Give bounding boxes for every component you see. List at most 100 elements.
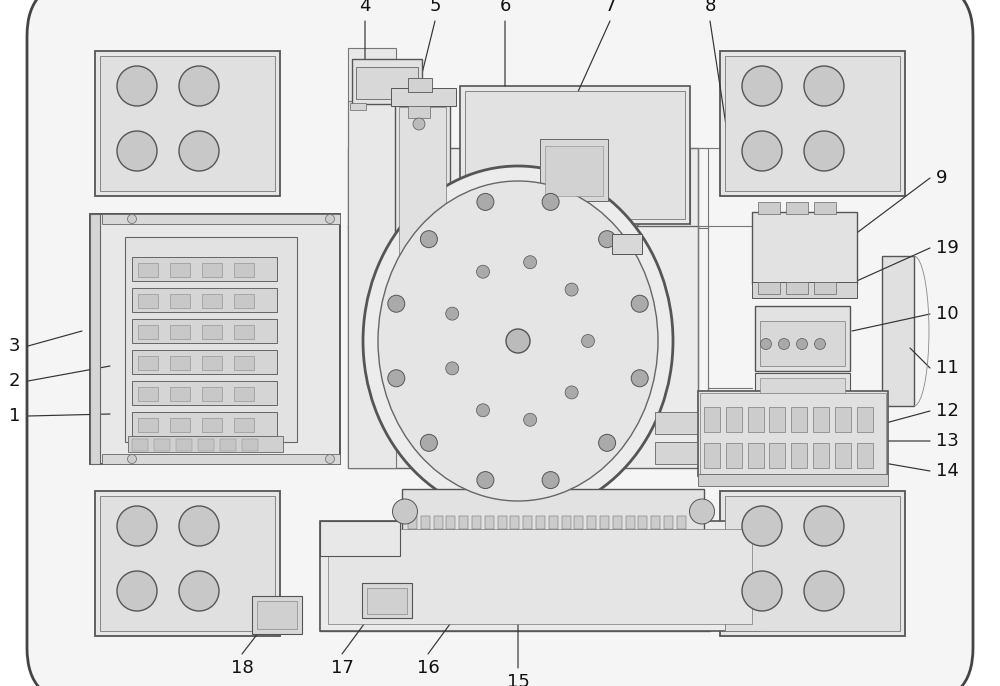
Bar [698,148,708,228]
Bar [362,583,412,618]
Circle shape [326,215,334,224]
Circle shape [690,499,714,524]
Text: 10: 10 [936,305,959,323]
Bar [446,516,455,529]
Circle shape [524,413,537,426]
Bar [102,214,340,224]
Bar [704,443,720,468]
Circle shape [117,131,157,171]
Bar [102,454,340,464]
Circle shape [565,386,578,399]
Bar [170,418,190,432]
FancyBboxPatch shape [27,0,973,686]
Circle shape [128,215,136,224]
Bar [202,418,222,432]
Circle shape [631,370,648,387]
Bar [132,288,277,312]
Bar [626,516,635,529]
Bar [434,516,443,529]
Bar [234,418,254,432]
Bar [612,234,642,254]
Bar [725,496,900,631]
Bar [472,516,481,529]
Circle shape [476,404,489,417]
Circle shape [420,230,437,248]
Circle shape [477,471,494,488]
Circle shape [117,571,157,611]
Bar [132,439,148,451]
Bar [234,294,254,308]
Bar [540,139,608,201]
Bar [125,237,297,442]
Bar [485,516,494,529]
Bar [399,107,446,287]
Circle shape [542,193,559,211]
Text: 16: 16 [417,659,439,677]
Bar [128,436,283,452]
Bar [700,393,886,474]
Bar [132,412,277,436]
Bar [465,91,685,219]
Bar [408,516,417,529]
Text: 7: 7 [604,0,616,15]
Bar [234,263,254,277]
Bar [562,516,571,529]
Bar [587,516,596,529]
Circle shape [117,66,157,106]
Bar [791,443,807,468]
Bar [257,601,297,629]
Bar [523,516,532,529]
Circle shape [814,338,826,349]
Bar [698,226,708,468]
Bar [813,443,829,468]
Bar [170,325,190,339]
Bar [655,412,697,434]
Bar [760,378,845,396]
Circle shape [388,370,405,387]
Ellipse shape [363,166,673,516]
Bar [769,443,785,468]
Bar [350,103,366,110]
Bar [814,202,836,214]
Bar [857,407,873,432]
Bar [664,516,673,529]
Circle shape [326,455,334,464]
Text: 14: 14 [936,462,959,480]
Bar [748,407,764,432]
Bar [170,387,190,401]
Bar [600,516,609,529]
Circle shape [778,338,790,349]
Bar [758,282,780,294]
Bar [234,356,254,370]
Circle shape [477,265,490,279]
Bar [395,103,450,291]
Bar [726,443,742,468]
Bar [100,56,275,191]
Bar [720,491,905,636]
Bar [720,51,905,196]
Circle shape [742,571,782,611]
Bar [138,263,158,277]
Circle shape [742,131,782,171]
Circle shape [742,66,782,106]
Bar [320,521,400,556]
Bar [498,516,507,529]
Bar [786,282,808,294]
Bar [814,282,836,294]
Bar [791,407,807,432]
Circle shape [477,193,494,211]
Bar [613,516,622,529]
Bar [769,407,785,432]
Bar [348,226,698,468]
Text: 15: 15 [507,673,529,686]
Bar [132,257,277,281]
Circle shape [506,329,530,353]
Text: 4: 4 [359,0,371,15]
Bar [725,56,900,191]
Circle shape [179,66,219,106]
Bar [202,387,222,401]
Bar [138,294,158,308]
Circle shape [524,256,537,269]
Bar [857,443,873,468]
Bar [752,282,857,298]
